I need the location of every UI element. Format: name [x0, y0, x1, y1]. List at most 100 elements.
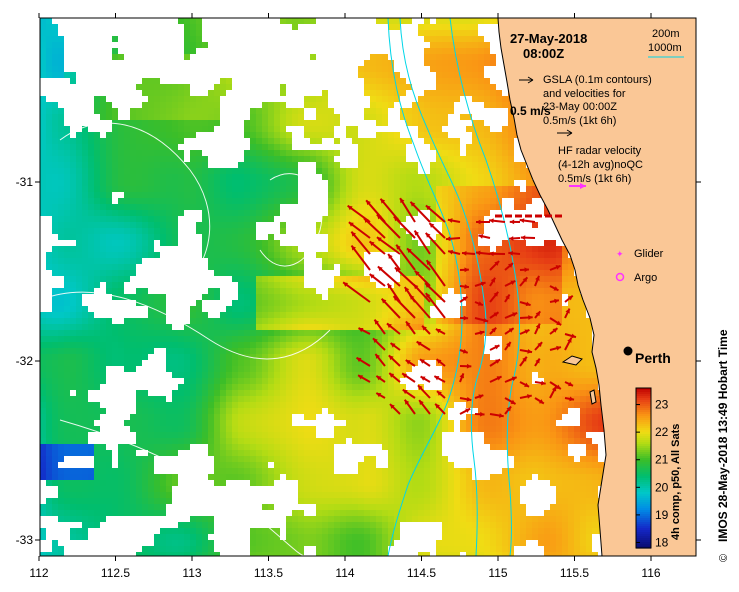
sst-pixel	[274, 468, 280, 474]
sst-pixel	[64, 126, 70, 132]
sst-pixel	[520, 168, 526, 174]
sst-pixel	[274, 384, 280, 390]
sst-pixel	[136, 150, 142, 156]
sst-pixel	[454, 180, 460, 186]
sst-pixel	[436, 468, 442, 474]
sst-pixel	[442, 492, 448, 498]
sst-pixel	[466, 300, 472, 306]
sst-pixel	[436, 156, 442, 162]
sst-pixel	[244, 462, 250, 468]
sst-pixel	[154, 474, 160, 480]
sst-pixel	[448, 336, 454, 342]
sst-pixel	[256, 366, 262, 372]
sst-pixel	[268, 348, 274, 354]
sst-pixel	[322, 324, 328, 330]
sst-pixel	[388, 342, 394, 348]
sst-pixel	[496, 432, 502, 438]
sst-pixel	[592, 426, 598, 432]
sst-pixel	[520, 174, 526, 180]
sst-pixel	[52, 24, 58, 30]
sst-pixel	[382, 432, 388, 438]
sst-pixel	[520, 276, 526, 282]
sst-pixel	[472, 60, 478, 66]
sst-pixel	[76, 282, 82, 288]
sst-pixel	[40, 132, 46, 138]
sst-pixel	[142, 354, 148, 360]
sst-pixel	[478, 60, 484, 66]
sst-pixel	[184, 366, 190, 372]
sst-pixel	[190, 414, 196, 420]
sst-pixel	[490, 84, 496, 90]
sst-pixel	[430, 252, 436, 258]
sst-pixel	[328, 444, 334, 450]
sst-pixel	[358, 264, 364, 270]
sst-pixel	[406, 498, 412, 504]
sst-pixel	[112, 348, 118, 354]
sst-pixel	[160, 216, 166, 222]
sst-pixel	[490, 132, 496, 138]
sst-pixel	[436, 426, 442, 432]
sst-pixel	[76, 228, 82, 234]
sst-pixel	[76, 144, 82, 150]
sst-pixel	[94, 108, 100, 114]
sst-pixel	[376, 486, 382, 492]
sst-pixel	[100, 192, 106, 198]
sst-pixel	[100, 324, 106, 330]
sst-pixel	[376, 312, 382, 318]
sst-pixel	[232, 468, 238, 474]
sst-pixel	[262, 318, 268, 324]
sst-pixel	[406, 342, 412, 348]
sst-pixel	[220, 438, 226, 444]
sst-pixel	[586, 330, 592, 336]
sst-pixel	[502, 306, 508, 312]
sst-pixel	[286, 180, 292, 186]
sst-pixel	[52, 270, 58, 276]
sst-pixel	[64, 396, 70, 402]
sst-pixel	[544, 306, 550, 312]
sst-pixel	[592, 456, 598, 462]
sst-pixel	[88, 258, 94, 264]
sst-pixel	[58, 468, 64, 474]
sst-pixel	[580, 492, 586, 498]
sst-pixel	[526, 462, 532, 468]
sst-pixel	[448, 342, 454, 348]
sst-pixel	[142, 474, 148, 480]
sst-pixel	[322, 468, 328, 474]
sst-pixel	[244, 402, 250, 408]
sst-pixel	[232, 426, 238, 432]
sst-pixel	[328, 258, 334, 264]
sst-pixel	[118, 246, 124, 252]
sst-pixel	[436, 108, 442, 114]
sst-pixel	[244, 168, 250, 174]
sst-pixel	[64, 408, 70, 414]
sst-pixel	[118, 150, 124, 156]
sst-pixel	[484, 162, 490, 168]
sst-pixel	[538, 438, 544, 444]
sst-pixel	[418, 246, 424, 252]
sst-pixel	[40, 330, 46, 336]
sst-pixel	[394, 240, 400, 246]
sst-pixel	[160, 204, 166, 210]
sst-pixel	[184, 396, 190, 402]
sst-pixel	[76, 150, 82, 156]
sst-pixel	[436, 438, 442, 444]
sst-pixel	[142, 120, 148, 126]
sst-pixel	[244, 456, 250, 462]
sst-pixel	[520, 372, 526, 378]
sst-pixel	[442, 402, 448, 408]
sst-pixel	[394, 444, 400, 450]
sst-pixel	[502, 264, 508, 270]
sst-pixel	[208, 426, 214, 432]
sst-pixel	[154, 222, 160, 228]
sst-pixel	[292, 474, 298, 480]
sst-pixel	[238, 420, 244, 426]
sst-pixel	[208, 192, 214, 198]
sst-pixel	[94, 216, 100, 222]
sst-pixel	[178, 108, 184, 114]
sst-pixel	[268, 330, 274, 336]
sst-pixel	[340, 192, 346, 198]
sst-pixel	[220, 354, 226, 360]
sst-pixel	[370, 414, 376, 420]
sst-pixel	[118, 450, 124, 456]
sst-pixel	[538, 312, 544, 318]
